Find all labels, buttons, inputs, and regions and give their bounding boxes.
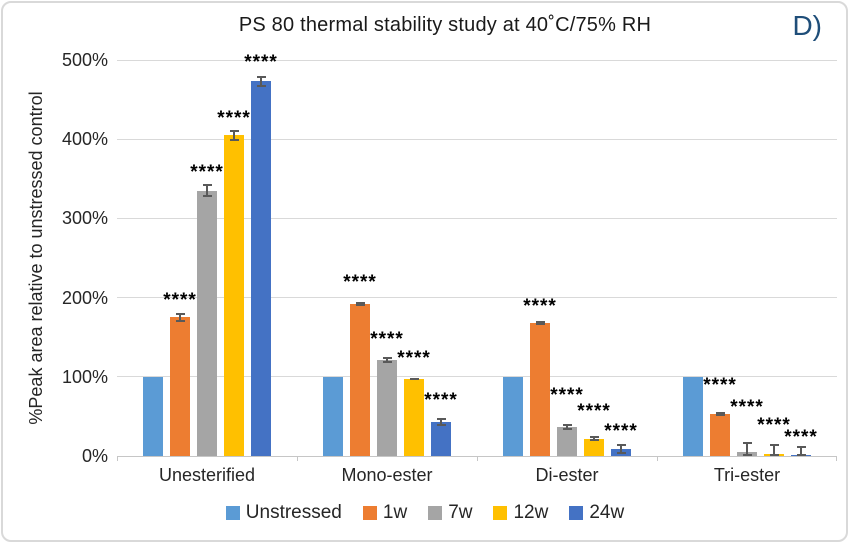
bar-7w-unesterified [197, 190, 217, 456]
x-axis-tick-mark [836, 456, 837, 461]
significance-marker-1w-di-ester: **** [523, 296, 557, 318]
error-bar-12w-tri-ester [769, 444, 779, 456]
error-bar-24w-mono-ester [436, 418, 446, 426]
error-bar-24w-unesterified [256, 75, 266, 88]
bar-unstressed-unesterified [143, 376, 163, 456]
bar-1w-tri-ester [710, 414, 730, 456]
significance-marker-24w-di-ester: **** [604, 421, 638, 443]
y-axis-tick-label-200: 200% [61, 287, 108, 308]
error-bar-1w-mono-ester [355, 302, 365, 306]
plot-area: 0% 100% 200% 300% 400% 500% Unesterified **** **… [62, 50, 837, 485]
significance-marker-1w-tri-ester: **** [703, 374, 737, 396]
error-bar-24w-tri-ester [796, 445, 806, 457]
x-axis-tick-mark [477, 456, 478, 461]
significance-marker-12w-mono-ester: **** [397, 347, 431, 369]
significance-marker-7w-mono-ester: **** [370, 329, 404, 351]
y-axis-tick-label-300: 300% [61, 208, 108, 229]
error-bar-12w-mono-ester [409, 378, 419, 380]
legend-label-24w: 24w [589, 502, 625, 523]
legend-label-1w: 1w [382, 502, 408, 523]
y-axis-tick-label-500: 500% [61, 50, 108, 70]
legend-item-1w: 1w [362, 502, 408, 524]
legend-swatch-1w [362, 506, 377, 520]
significance-marker-24w-unesterified: **** [244, 52, 278, 74]
legend-item-7w: 7w [428, 502, 472, 524]
legend-label-7w: 7w [448, 502, 473, 523]
gridline-100 [117, 376, 837, 378]
gridline-300 [117, 217, 837, 219]
significance-marker-12w-di-ester: **** [577, 401, 611, 423]
bar-unstressed-tri-ester [683, 376, 703, 456]
significance-marker-24w-mono-ester: **** [424, 389, 458, 411]
bar-unstressed-mono-ester [323, 376, 343, 456]
x-axis-tick-mark [657, 456, 658, 461]
error-bar-1w-tri-ester [715, 412, 725, 416]
significance-marker-12w-tri-ester: **** [757, 414, 791, 436]
panel-label: D) [792, 10, 822, 41]
significance-marker-7w-unesterified: **** [190, 162, 224, 184]
x-axis-tick-mark [117, 456, 118, 461]
bar-7w-mono-ester [377, 360, 397, 456]
legend-swatch-12w [493, 506, 508, 520]
bar-12w-mono-ester [404, 379, 424, 456]
significance-marker-12w-unesterified: **** [217, 108, 251, 130]
error-bar-1w-di-ester [535, 321, 545, 325]
legend-item-12w: 12w [493, 502, 548, 524]
bar-24w-mono-ester [431, 421, 451, 456]
significance-marker-1w-unesterified: **** [163, 289, 197, 311]
error-bar-12w-unesterified [229, 129, 239, 141]
error-bar-24w-di-ester [616, 444, 626, 454]
gridline-200 [117, 297, 837, 299]
gridline-500 [117, 59, 837, 61]
category-group-unesterified: Unesterified **** **** **** **** [117, 52, 297, 485]
error-bar-7w-di-ester [562, 423, 572, 431]
bar-1w-mono-ester [350, 303, 370, 456]
x-axis-label-unesterified: Unesterified [158, 465, 256, 485]
bar-unstressed-di-ester [503, 376, 523, 456]
bar-12w-unesterified [224, 135, 244, 456]
x-axis-label-tri-ester: Tri-ester [713, 465, 781, 485]
y-axis-tick-label-400: 400% [61, 129, 108, 150]
gridline-400 [117, 138, 837, 140]
y-axis-tick-label-100: 100% [61, 366, 108, 387]
legend-label-12w: 12w [513, 502, 549, 523]
legend-swatch-unstressed [225, 506, 240, 520]
category-group-tri-ester: Tri-ester **** **** **** **** [657, 60, 837, 485]
error-bar-7w-unesterified [202, 184, 212, 198]
x-axis-label-mono-ester: Mono-ester [341, 465, 433, 485]
bar-24w-unesterified [251, 81, 271, 456]
legend-label-unstressed: Unstressed [245, 502, 342, 523]
chart-title: PS 80 thermal stability study at 40˚C/75… [238, 14, 652, 36]
significance-marker-1w-mono-ester: **** [343, 272, 377, 294]
bar-12w-di-ester [584, 438, 604, 456]
legend: Unstressed 1w 7w 12w 24w [0, 502, 850, 524]
significance-marker-7w-tri-ester: **** [730, 396, 764, 418]
x-axis-tick-mark [297, 456, 298, 461]
significance-marker-7w-di-ester: **** [550, 384, 584, 406]
x-axis-label-di-ester: Di-ester [535, 465, 599, 485]
y-axis-title: %Peak area relative to unstressed contro… [26, 91, 46, 425]
significance-marker-24w-tri-ester: **** [784, 426, 818, 448]
bar-1w-unesterified [170, 317, 190, 456]
error-bar-7w-tri-ester [742, 441, 752, 457]
error-bar-12w-di-ester [589, 436, 599, 441]
error-bar-1w-unesterified [175, 312, 185, 323]
error-bar-7w-mono-ester [382, 357, 392, 364]
category-group-mono-ester: Mono-ester **** **** **** **** [297, 60, 477, 485]
legend-swatch-7w [428, 506, 443, 520]
y-axis-tick-label-0: 0% [81, 446, 108, 466]
legend-item-24w: 24w [569, 502, 624, 524]
bar-7w-di-ester [557, 426, 577, 456]
category-group-di-ester: Di-ester **** **** **** **** [477, 60, 657, 485]
bar-1w-di-ester [530, 322, 550, 456]
legend-item-unstressed: Unstressed [225, 502, 342, 524]
legend-swatch-24w [569, 506, 584, 520]
